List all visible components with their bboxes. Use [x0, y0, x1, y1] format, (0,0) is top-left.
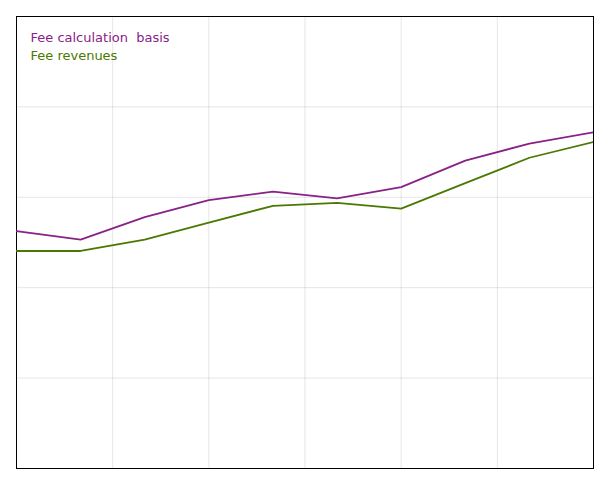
svg-text:Fee calculation basis: Fee calculation basis [31, 30, 170, 45]
svg-text:Fee revenues: Fee revenues [31, 48, 118, 63]
